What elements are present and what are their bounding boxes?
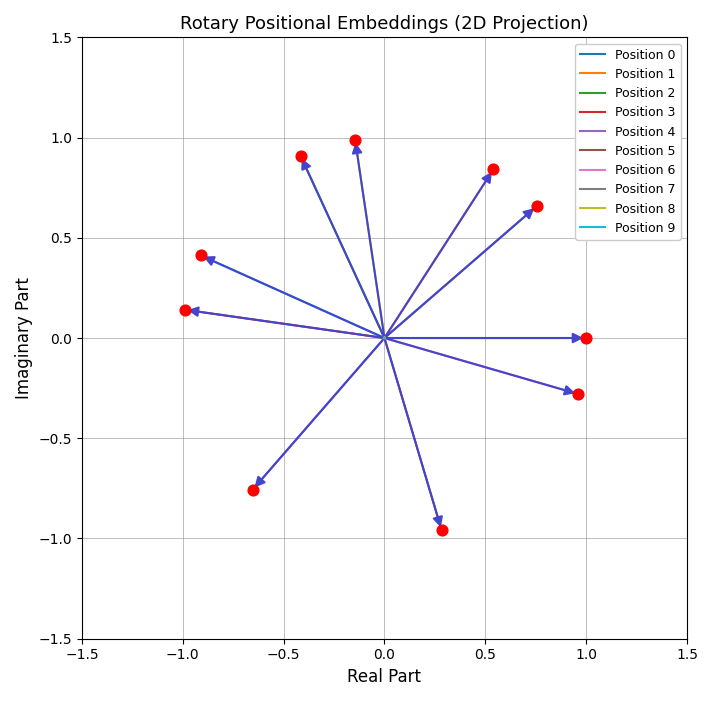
Point — [436, 524, 447, 536]
Point — [294, 150, 306, 161]
Y-axis label: Imaginary Part: Imaginary Part — [15, 277, 33, 399]
Point — [247, 484, 258, 496]
Point — [573, 388, 584, 400]
Point — [530, 200, 542, 212]
Point — [195, 250, 206, 261]
Point — [580, 332, 592, 343]
Legend: Position 0, Position 1, Position 2, Position 3, Position 4, Position 5, Position: Position 0, Position 1, Position 2, Posi… — [575, 43, 681, 240]
Point — [488, 164, 499, 175]
X-axis label: Real Part: Real Part — [347, 668, 421, 686]
Point — [349, 134, 361, 145]
Point — [179, 304, 190, 315]
Title: Rotary Positional Embeddings (2D Projection): Rotary Positional Embeddings (2D Project… — [180, 15, 589, 33]
